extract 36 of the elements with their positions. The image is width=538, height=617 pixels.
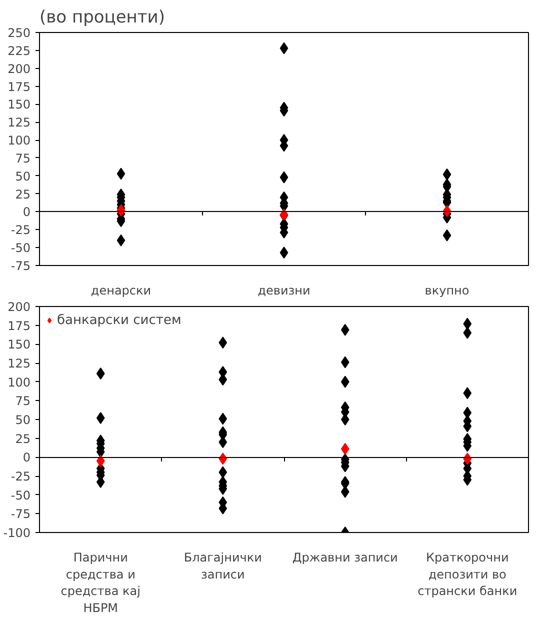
- y-tick-label: 25: [15, 432, 31, 446]
- y-tick-label: 175: [8, 80, 30, 94]
- legend-label: банкарски систем: [57, 312, 182, 328]
- y-tick-label: 50: [15, 169, 31, 184]
- y-tick-label: 200: [8, 300, 30, 314]
- y-tick-label: 150: [8, 338, 30, 352]
- x-tick-label: денарски: [90, 284, 152, 298]
- y-tick-label: 250: [8, 26, 30, 40]
- y-tick-label: -25: [10, 223, 31, 238]
- y-tick-label: 225: [8, 44, 30, 58]
- x-tick-label: девизни: [258, 284, 310, 298]
- y-tick-label: 75: [15, 394, 31, 408]
- y-tick-label: 100: [8, 375, 30, 390]
- y-tick-label: 0: [22, 205, 31, 220]
- y-tick-label: 25: [15, 187, 31, 202]
- x-tick-label: Парични средства и средства кај НБРМ: [60, 550, 140, 615]
- x-tick-label: Краткорочни депозити во странски банки: [418, 550, 518, 598]
- y-tick-label: -25: [10, 470, 31, 484]
- y-tick-label: 0: [22, 450, 31, 465]
- y-tick-label: 175: [8, 318, 30, 333]
- y-tick-label: 125: [8, 356, 30, 370]
- y-tick-label: -50: [10, 241, 31, 256]
- y-tick-label: 50: [15, 413, 31, 427]
- y-tick-label: 75: [15, 151, 31, 166]
- chart-title: (во проценти): [40, 8, 165, 28]
- y-tick-label: 150: [8, 98, 30, 112]
- y-tick-label: 100: [8, 134, 30, 148]
- y-tick-label: -50: [10, 488, 31, 502]
- y-tick-label: 200: [8, 62, 30, 76]
- y-tick-label: -75: [10, 507, 31, 522]
- y-tick-label: -100: [3, 526, 30, 540]
- x-tick-label: Државни записи: [292, 550, 398, 564]
- x-tick-label: вкупно: [424, 284, 470, 298]
- y-tick-label: 125: [8, 116, 30, 130]
- x-tick-label: Благајнички записи: [184, 550, 262, 582]
- y-tick-label: -75: [10, 259, 31, 273]
